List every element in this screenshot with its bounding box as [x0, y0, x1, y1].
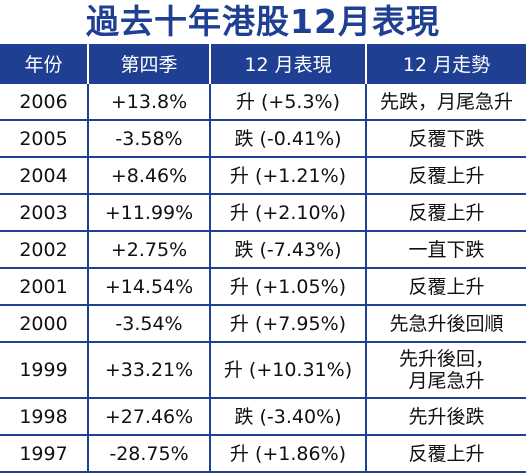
trend-cell: 反覆上升: [365, 434, 526, 473]
trend-cell: 先升後跌: [365, 397, 526, 435]
trend-cell: 先跌，月尾急升: [365, 82, 526, 120]
table-row: 1997 -28.75% 升 (+1.86%) 反覆上升: [0, 434, 526, 473]
q4-cell: -3.54%: [87, 304, 210, 342]
table-row: 1999 +33.21% 升 (+10.31%) 先升後回， 月尾急升: [0, 341, 526, 398]
year-cell: 2000: [0, 304, 88, 342]
year-cell: 2002: [0, 230, 88, 268]
year-cell: 1998: [0, 397, 88, 435]
trend-line: 月尾急升: [408, 370, 485, 392]
trend-cell: 先升後回， 月尾急升: [365, 341, 526, 398]
q4-cell: +8.46%: [87, 156, 210, 194]
year-cell: 2001: [0, 267, 88, 305]
table-row: 2003 +11.99% 升 (+2.10%) 反覆上升: [0, 193, 526, 231]
trend-cell: 一直下跌: [365, 230, 526, 268]
q4-cell: +33.21%: [87, 341, 210, 398]
dec-cell: 跌 (-0.41%): [209, 119, 366, 157]
year-cell: 2003: [0, 193, 88, 231]
header-q4: 第四季: [87, 44, 210, 83]
year-cell: 2004: [0, 156, 88, 194]
q4-cell: +13.8%: [87, 82, 210, 120]
trend-cell: 反覆上升: [365, 267, 526, 305]
dec-cell: 升 (+1.21%): [209, 156, 366, 194]
q4-cell: +14.54%: [87, 267, 210, 305]
trend-cell: 反覆上升: [365, 193, 526, 231]
year-cell: 1999: [0, 341, 88, 398]
table-row: 2006 +13.8% 升 (+5.3%) 先跌，月尾急升: [0, 82, 526, 120]
q4-cell: -3.58%: [87, 119, 210, 157]
trend-cell: 先急升後回順: [365, 304, 526, 342]
year-cell: 2005: [0, 119, 88, 157]
dec-cell: 升 (+7.95%): [209, 304, 366, 342]
trend-cell: 反覆上升: [365, 156, 526, 194]
dec-cell: 升 (+1.86%): [209, 434, 366, 473]
page-title: 過去十年港股12月表現: [86, 2, 440, 41]
dec-cell: 升 (+10.31%): [209, 341, 366, 398]
header-dec-performance: 12 月表現: [209, 44, 366, 83]
table-row: 2004 +8.46% 升 (+1.21%) 反覆上升: [0, 156, 526, 194]
year-cell: 1997: [0, 434, 88, 473]
data-table: 年份 第四季 12 月表現 12 月走勢 2006 +13.8% 升 (+5.3…: [0, 44, 526, 473]
header-row: 年份 第四季 12 月表現 12 月走勢: [0, 44, 526, 83]
table-row: 1998 +27.46% 跌 (-3.40%) 先升後跌: [0, 397, 526, 435]
table-row: 2000 -3.54% 升 (+7.95%) 先急升後回順: [0, 304, 526, 342]
table-row: 2002 +2.75% 跌 (-7.43%) 一直下跌: [0, 230, 526, 268]
table-row: 2005 -3.58% 跌 (-0.41%) 反覆下跌: [0, 119, 526, 157]
q4-cell: +11.99%: [87, 193, 210, 231]
table-row: 2001 +14.54% 升 (+1.05%) 反覆上升: [0, 267, 526, 305]
header-dec-trend: 12 月走勢: [365, 44, 526, 83]
dec-cell: 升 (+1.05%): [209, 267, 366, 305]
trend-cell: 反覆下跌: [365, 119, 526, 157]
header-year: 年份: [0, 44, 88, 83]
dec-cell: 跌 (-7.43%): [209, 230, 366, 268]
year-cell: 2006: [0, 82, 88, 120]
q4-cell: +2.75%: [87, 230, 210, 268]
dec-cell: 升 (+5.3%): [209, 82, 366, 120]
dec-cell: 跌 (-3.40%): [209, 397, 366, 435]
trend-line: 先升後回，: [398, 348, 494, 370]
q4-cell: -28.75%: [87, 434, 210, 473]
q4-cell: +27.46%: [87, 397, 210, 435]
dec-cell: 升 (+2.10%): [209, 193, 366, 231]
